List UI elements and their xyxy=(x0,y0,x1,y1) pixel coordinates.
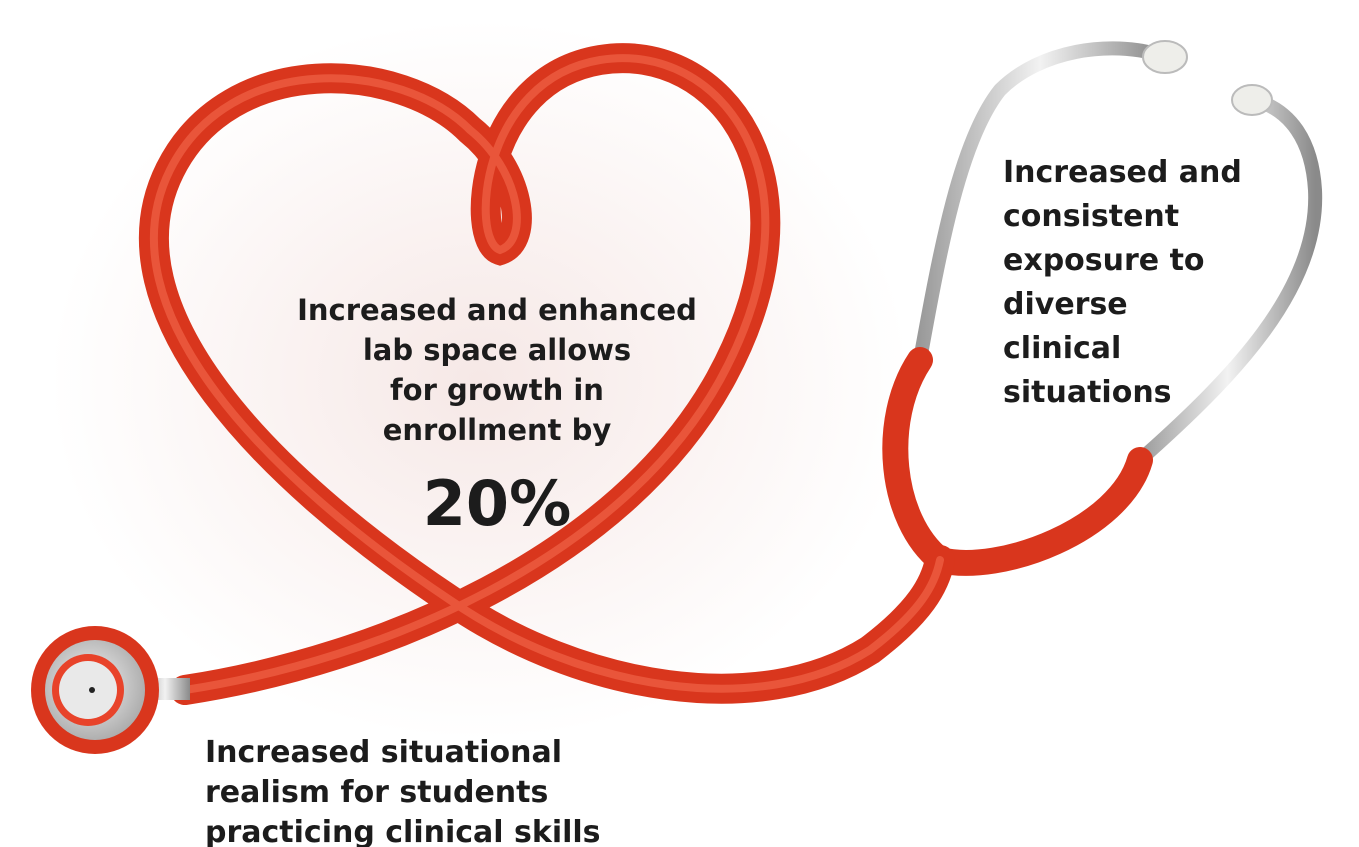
callout-line: consistent xyxy=(1003,199,1179,234)
callout-line: practicing clinical skills xyxy=(205,815,601,847)
callout-line: lab space allows xyxy=(363,333,631,367)
callout-highlight: 20% xyxy=(423,467,571,540)
callout-line: exposure to xyxy=(1003,243,1205,278)
callout-line: situations xyxy=(1003,375,1172,410)
infographic: Increased and enhanced lab space allows fo… xyxy=(0,0,1359,847)
callout-line: Increased and xyxy=(1003,155,1242,190)
callout-line: enrollment by xyxy=(383,413,612,447)
callout-line: Increased situational xyxy=(205,735,562,770)
callout-line: for growth in xyxy=(390,373,604,407)
earpiece xyxy=(1232,85,1272,115)
callout-line: clinical xyxy=(1003,331,1121,366)
callout-line: diverse xyxy=(1003,287,1128,322)
callout-line: realism for students xyxy=(205,775,548,810)
chestpiece-dot xyxy=(89,687,95,693)
callout-line: Increased and enhanced xyxy=(297,293,697,327)
earpiece xyxy=(1143,41,1187,73)
chestpiece-diaphragm xyxy=(59,661,117,719)
